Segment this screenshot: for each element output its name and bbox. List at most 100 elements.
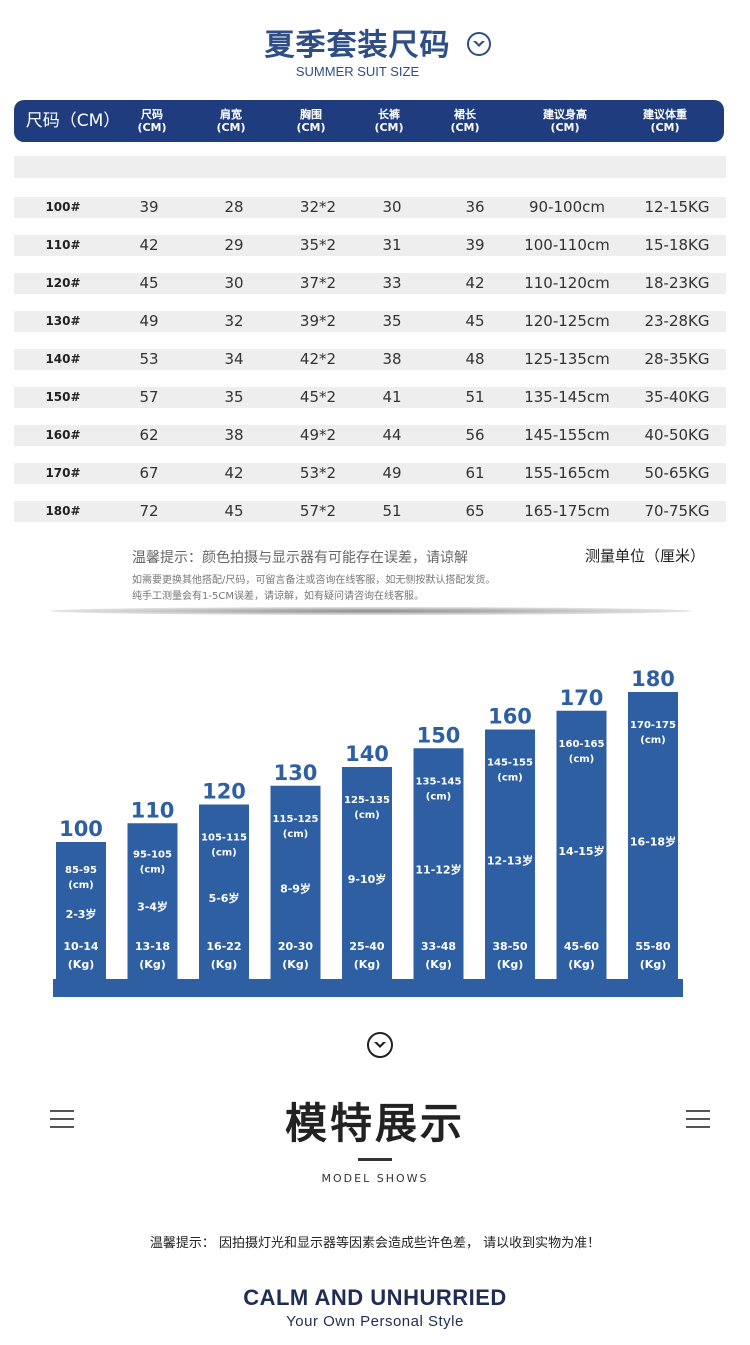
table-cell: 135-145cm <box>524 388 610 406</box>
bar-size-label: 150 <box>417 723 461 747</box>
bar-age-range: 8-9岁 <box>280 881 311 895</box>
table-cell: 15-18KG <box>644 236 710 254</box>
bar-height-range: 115-125 <box>273 814 319 825</box>
bar-weight-unit: (Kg) <box>640 958 666 971</box>
bar-weight-unit: (Kg) <box>68 958 94 971</box>
table-cell: 45*2 <box>299 388 337 406</box>
table-cell: 35-40KG <box>644 388 710 406</box>
bar-weight-range: 55-80 <box>635 940 671 953</box>
bar-age-range: 16-18岁 <box>630 835 676 849</box>
header-col: 裙长 (CM) <box>435 100 495 142</box>
bar-age-range: 5-6岁 <box>209 891 240 905</box>
bar-age-range: 9-10岁 <box>348 872 387 886</box>
table-cell: 12-15KG <box>644 198 710 216</box>
menu-icon[interactable] <box>686 1110 710 1128</box>
table-row: 140# 53 34 42*2 38 48 125-135cm 28-35KG <box>14 349 726 370</box>
measure-notice: 纯手工测量会有1-5CM误差，请谅解，如有疑问请咨询在线客服。 <box>132 591 424 602</box>
table-cell: 145-155cm <box>524 426 610 444</box>
menu-icon[interactable] <box>50 1110 74 1128</box>
bar-height-range: 125-135 <box>344 795 390 806</box>
table-cell: 34 <box>224 350 244 368</box>
table-cell: 31 <box>382 236 402 254</box>
table-cell: 110-120cm <box>524 274 610 292</box>
header-col: 尺码 (CM) <box>122 100 182 142</box>
table-row: 160# 62 38 49*2 44 56 145-155cm 40-50KG <box>14 425 726 446</box>
table-cell: 57*2 <box>299 502 337 520</box>
header-unit: (CM) <box>296 121 326 134</box>
table-cell: 23-28KG <box>644 312 710 330</box>
size-code-cell: 140# <box>45 352 81 366</box>
bar-height-range: 85-95 <box>65 865 97 876</box>
chart-bar <box>127 823 178 981</box>
table-cell: 90-100cm <box>529 198 605 216</box>
table-cell: 45 <box>224 502 244 520</box>
header-unit: (CM) <box>216 121 246 134</box>
chart-bar <box>556 710 607 981</box>
header-col: 长裤 (CM) <box>359 100 419 142</box>
chevron-down-circle-icon <box>467 32 491 56</box>
bar-weight-range: 13-18 <box>135 940 170 953</box>
size-bar-chart: 100 85-95 (cm) 2-3岁 10-14 (Kg) 110 95-105 (cm) 3-… <box>56 667 678 981</box>
table-row: 120# 45 30 37*2 33 42 110-120cm 18-23KG <box>14 273 726 294</box>
table-cell: 38 <box>224 426 244 444</box>
bar-weight-range: 10-14 <box>63 940 99 953</box>
bar-height-unit: (cm) <box>569 754 595 765</box>
table-cell: 100-110cm <box>524 236 610 254</box>
table-cell: 67 <box>139 464 159 482</box>
chart-bar <box>413 748 464 981</box>
size-code-cell: 130# <box>45 314 81 328</box>
table-cell: 49 <box>139 312 159 330</box>
header-col: 肩宽 (CM) <box>201 100 261 142</box>
table-cell: 42 <box>224 464 244 482</box>
size-code-cell: 180# <box>45 504 81 518</box>
header-label: 胸围 <box>300 108 322 121</box>
header-label: 肩宽 <box>220 108 242 121</box>
table-cell: 32 <box>224 312 244 330</box>
table-cell: 41 <box>382 388 402 406</box>
table-cell: 61 <box>465 464 485 482</box>
size-code-cell: 120# <box>45 276 81 290</box>
size-code-cell: 100# <box>45 200 81 214</box>
table-cell: 62 <box>139 426 159 444</box>
table-cell: 35 <box>382 312 402 330</box>
header-label: 裙长 <box>454 108 476 121</box>
bar-height-unit: (cm) <box>354 810 380 821</box>
bar-height-range: 160-165 <box>559 739 605 750</box>
bar-size-label: 110 <box>131 798 175 822</box>
exchange-notice: 如需要更换其他搭配/尺码，可留言备注或咨询在线客服，如无侧按默认搭配发货。 <box>132 575 496 586</box>
header-size-main: 尺码（CM） <box>14 100 132 142</box>
bar-height-unit: (cm) <box>211 848 237 859</box>
table-cell: 30 <box>382 198 402 216</box>
model-title: 模特展示 <box>284 1099 465 1148</box>
table-cell: 35 <box>224 388 244 406</box>
bar-height-range: 95-105 <box>133 850 172 861</box>
table-cell: 48 <box>465 350 485 368</box>
bar-weight-unit: (Kg) <box>211 958 237 971</box>
bar-weight-range: 25-40 <box>349 940 385 953</box>
bar-weight-unit: (Kg) <box>354 958 380 971</box>
bar-weight-unit: (Kg) <box>139 958 165 971</box>
table-cell: 165-175cm <box>524 502 610 520</box>
bar-height-range: 170-175 <box>630 720 676 731</box>
chart-bar <box>199 804 249 981</box>
table-cell: 39 <box>465 236 485 254</box>
table-cell: 28-35KG <box>644 350 710 368</box>
bar-size-label: 180 <box>631 667 675 691</box>
size-table-header: 尺码（CM） 尺码 (CM) 肩宽 (CM) 胸围 (CM) 长裤 (CM) 裙… <box>14 100 724 142</box>
unit-label: 测量单位（厘米） <box>585 547 706 565</box>
table-cell: 42 <box>139 236 159 254</box>
header-unit: (CM) <box>450 121 480 134</box>
table-cell: 40-50KG <box>644 426 710 444</box>
table-cell: 44 <box>382 426 402 444</box>
chart-bar <box>628 692 678 981</box>
bar-weight-unit: (Kg) <box>497 958 523 971</box>
size-code-cell: 110# <box>45 238 81 252</box>
table-cell: 56 <box>465 426 485 444</box>
table-cell: 57 <box>139 388 159 406</box>
bar-age-range: 2-3岁 <box>66 907 97 921</box>
tagline-subtitle: Your Own Personal Style <box>286 1313 464 1330</box>
header-label: 尺码（CM） <box>25 110 121 131</box>
table-cell: 155-165cm <box>524 464 610 482</box>
table-cell: 53*2 <box>299 464 337 482</box>
table-cell: 49 <box>382 464 402 482</box>
